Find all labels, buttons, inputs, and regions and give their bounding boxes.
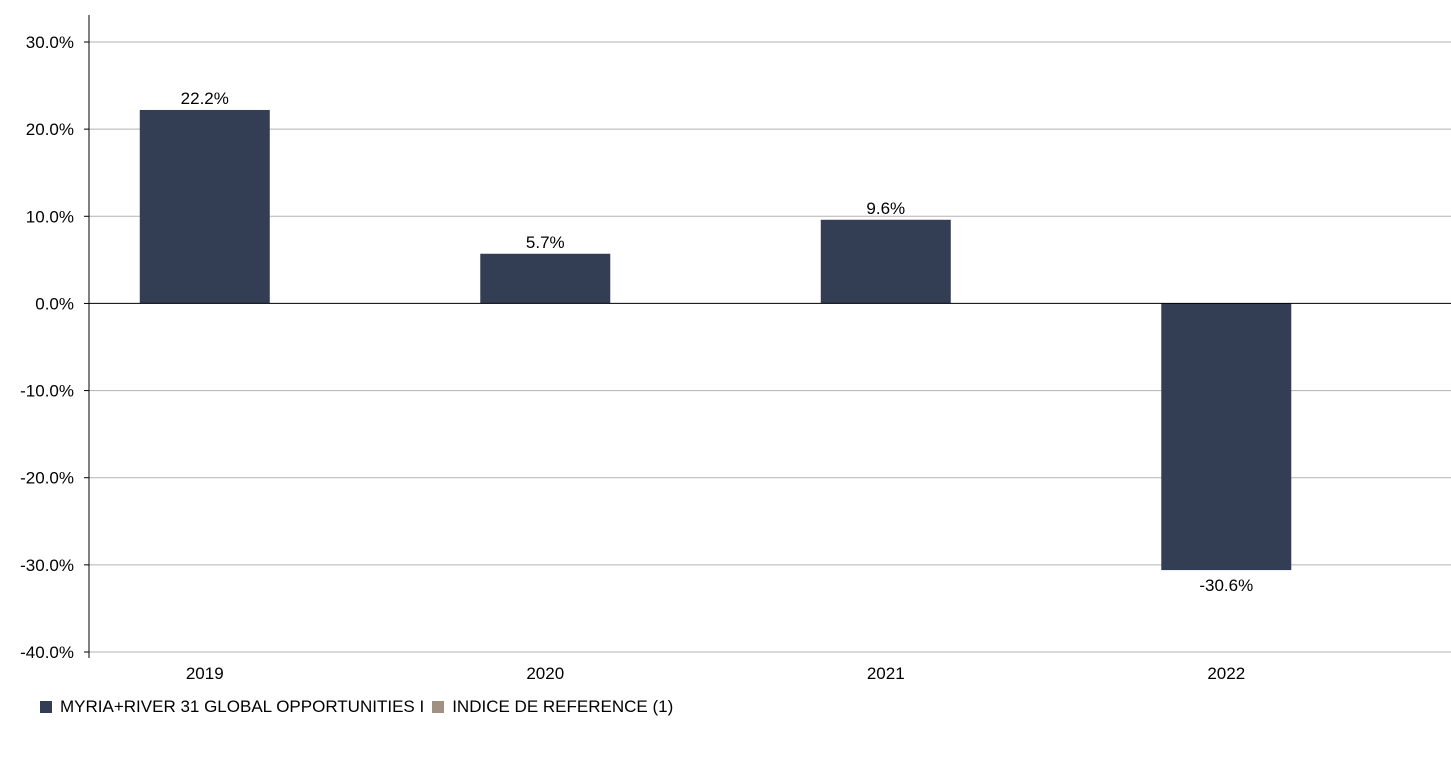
legend: MYRIA+RIVER 31 GLOBAL OPPORTUNITIES I IN… bbox=[40, 697, 681, 717]
y-tick-label: 10.0% bbox=[26, 207, 74, 226]
y-tick-label: -30.0% bbox=[20, 556, 74, 575]
legend-label-index: INDICE DE REFERENCE (1) bbox=[452, 697, 674, 716]
x-tick-label: 2021 bbox=[867, 664, 905, 683]
legend-swatch-index bbox=[432, 701, 445, 713]
bar-2019 bbox=[139, 109, 270, 304]
data-label-2020: 5.7% bbox=[526, 233, 565, 252]
x-tick-label: 2022 bbox=[1207, 664, 1245, 683]
x-tick-label: 2020 bbox=[526, 664, 564, 683]
gridlines bbox=[89, 41, 1451, 653]
y-tick-label: 0.0% bbox=[35, 294, 74, 313]
data-label-2019: 22.2% bbox=[181, 89, 229, 108]
data-label-2022: -30.6% bbox=[1199, 576, 1253, 595]
y-tick-label: -10.0% bbox=[20, 382, 74, 401]
bar-2022 bbox=[1161, 303, 1292, 571]
x-tick-label: 2019 bbox=[186, 664, 224, 683]
data-label-2021: 9.6% bbox=[866, 199, 905, 218]
bars bbox=[139, 109, 1292, 571]
y-tick-label: -40.0% bbox=[20, 643, 74, 662]
bar-2020 bbox=[480, 253, 611, 304]
y-tick-label: -20.0% bbox=[20, 469, 74, 488]
x-axis: 2019 2020 2021 2022 bbox=[89, 302, 1451, 683]
y-axis: 30.0% 20.0% 10.0% 0.0% -10.0% -20.0% -30.0% -40… bbox=[20, 15, 90, 662]
bar-2021 bbox=[820, 219, 951, 304]
legend-swatch-fund bbox=[40, 701, 52, 713]
legend-item-index: INDICE DE REFERENCE (1) bbox=[432, 697, 673, 717]
y-tick-label: 20.0% bbox=[26, 120, 74, 139]
data-labels: 22.2% 5.7% 9.6% -30.6% bbox=[181, 89, 1254, 595]
y-tick-label: 30.0% bbox=[26, 33, 74, 52]
legend-label-fund: MYRIA+RIVER 31 GLOBAL OPPORTUNITIES I bbox=[60, 697, 425, 716]
legend-item-fund: MYRIA+RIVER 31 GLOBAL OPPORTUNITIES I bbox=[40, 697, 424, 717]
